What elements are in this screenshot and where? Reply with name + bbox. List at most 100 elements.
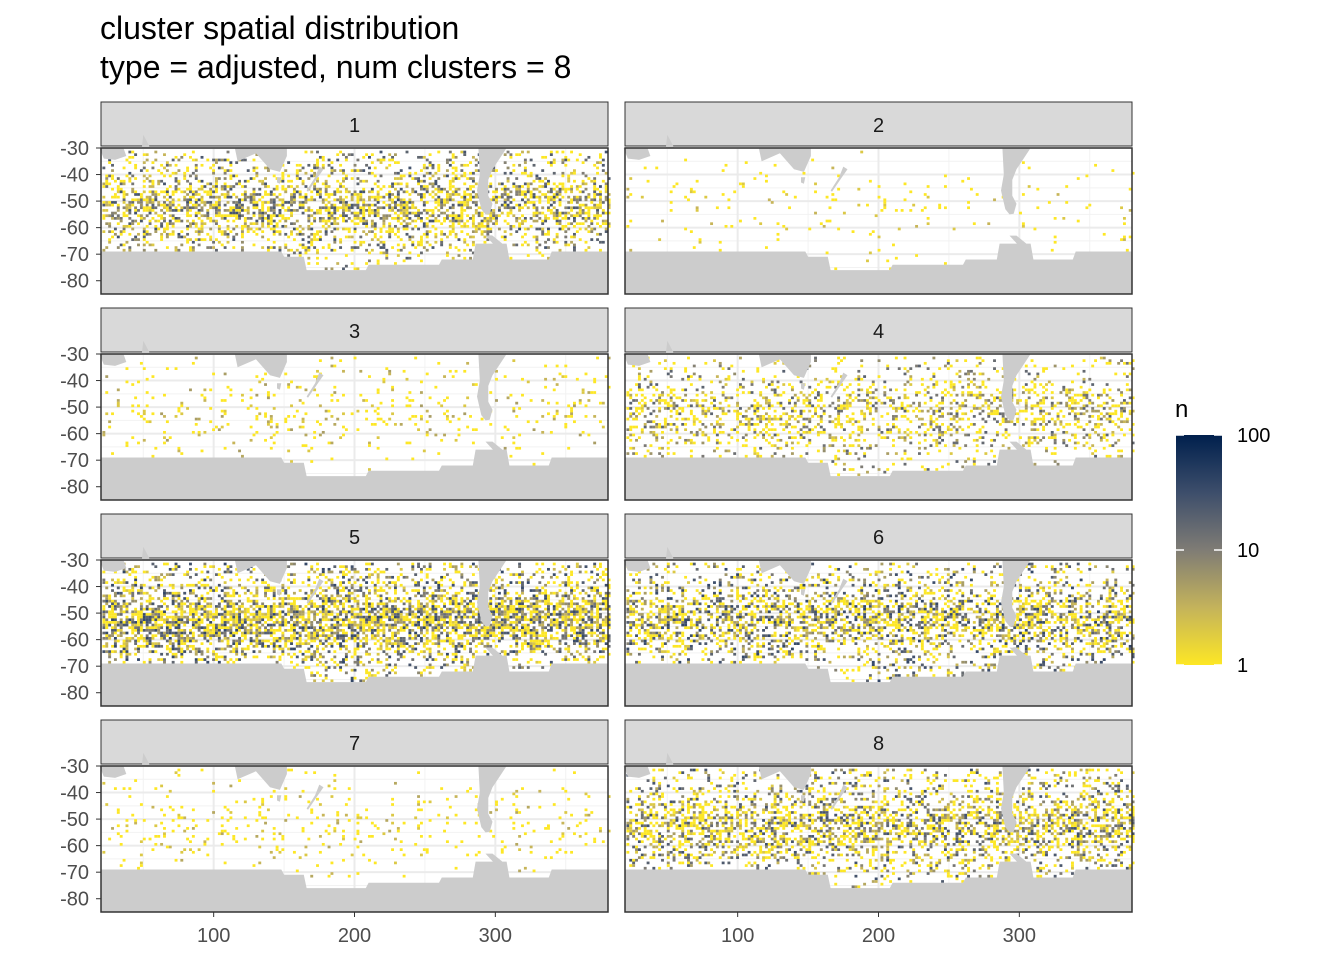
heatmap-cell — [186, 166, 190, 170]
heatmap-cell — [1019, 399, 1022, 402]
heatmap-cell — [223, 232, 227, 236]
heatmap-cell — [506, 193, 510, 196]
heatmap-cell — [122, 578, 126, 582]
heatmap-cell — [454, 214, 458, 218]
heatmap-cell — [451, 227, 455, 231]
heatmap-cell — [941, 396, 945, 400]
heatmap-cell — [203, 203, 207, 207]
heatmap-cell — [958, 425, 962, 429]
heatmap-cell — [139, 618, 143, 622]
heatmap-cell — [350, 195, 354, 199]
heatmap-cell — [408, 238, 412, 241]
heatmap-cell — [347, 217, 351, 220]
heatmap-cell — [102, 605, 106, 608]
heatmap-cell — [128, 246, 132, 249]
heatmap-cell — [113, 211, 117, 215]
heatmap-cell — [877, 235, 881, 239]
heatmap-cell — [145, 158, 149, 162]
heatmap-cell — [148, 174, 152, 178]
heatmap-cell — [903, 436, 907, 439]
heatmap-cell — [1082, 404, 1086, 408]
heatmap-cell — [419, 179, 423, 183]
heatmap-cell — [327, 174, 331, 178]
heatmap-cell — [598, 153, 602, 157]
heatmap-cell — [532, 193, 536, 196]
heatmap-cell — [837, 417, 841, 421]
heatmap-cell — [122, 214, 126, 218]
heatmap-cell — [318, 190, 322, 194]
heatmap-cell — [419, 187, 423, 191]
heatmap-cell — [194, 238, 198, 241]
heatmap-cell — [863, 415, 867, 418]
heatmap-cell — [434, 433, 438, 437]
heatmap-cell — [684, 369, 688, 373]
heatmap-cell — [157, 227, 161, 231]
heatmap-cell — [336, 153, 340, 157]
heatmap-cell — [629, 393, 633, 397]
heatmap-cell — [359, 243, 363, 247]
heatmap-cell — [235, 182, 239, 186]
heatmap-cell — [975, 193, 979, 196]
heatmap-cell — [567, 195, 571, 199]
heatmap-cell — [368, 468, 371, 471]
heatmap-cell — [368, 375, 371, 378]
heatmap-cell — [727, 206, 731, 210]
heatmap-cell — [119, 581, 123, 584]
heatmap-cell — [122, 248, 126, 252]
heatmap-cell — [598, 206, 602, 210]
heatmap-cell — [197, 211, 201, 215]
heatmap-cell — [495, 190, 498, 194]
heatmap-cell — [368, 214, 371, 218]
heatmap-cell — [663, 420, 667, 424]
heatmap-cell — [295, 248, 299, 252]
heatmap-cell — [860, 364, 864, 368]
heatmap-cell — [215, 187, 218, 191]
heatmap-cell — [764, 430, 768, 434]
heatmap-cell — [457, 203, 461, 207]
land-mass — [277, 383, 282, 390]
heatmap-cell — [471, 177, 475, 180]
heatmap-cell — [122, 567, 126, 571]
heatmap-cell — [649, 444, 653, 447]
heatmap-cell — [929, 444, 933, 447]
heatmap-cell — [739, 407, 742, 410]
heatmap-cell — [549, 187, 553, 191]
heatmap-cell — [816, 404, 820, 408]
heatmap-cell — [715, 415, 719, 418]
heatmap-cell — [431, 185, 435, 188]
heatmap-cell — [1122, 420, 1126, 424]
heatmap-cell — [474, 383, 478, 386]
heatmap-cell — [868, 396, 872, 400]
heatmap-cell — [119, 243, 123, 247]
heatmap-cell — [509, 393, 513, 397]
heatmap-cell — [1053, 217, 1057, 220]
heatmap-cell — [212, 158, 216, 162]
heatmap-cell — [972, 460, 976, 463]
heatmap-cell — [163, 436, 166, 439]
heatmap-cell — [379, 401, 383, 405]
heatmap-cell — [535, 420, 539, 424]
heatmap-cell — [411, 399, 415, 402]
heatmap-cell — [892, 462, 895, 466]
heatmap-cell — [972, 393, 976, 397]
heatmap-cell — [310, 238, 314, 241]
heatmap-cell — [587, 391, 591, 394]
heatmap-cell — [958, 417, 962, 421]
heatmap-cell — [1097, 409, 1100, 413]
heatmap-cell — [892, 444, 895, 447]
heatmap-cell — [105, 391, 109, 394]
heatmap-cell — [327, 163, 331, 167]
heatmap-cell — [168, 163, 172, 167]
heatmap-cell — [212, 206, 216, 210]
heatmap-cell — [137, 647, 140, 651]
heatmap-cell — [1076, 401, 1080, 405]
heatmap-cell — [1047, 412, 1051, 416]
heatmap-cell — [825, 385, 829, 389]
heatmap-cell — [762, 436, 766, 439]
heatmap-cell — [223, 182, 227, 186]
heatmap-cell — [411, 190, 415, 194]
heatmap-cell — [142, 232, 146, 236]
heatmap-cell — [629, 193, 633, 196]
heatmap-cell — [866, 391, 869, 394]
heatmap-cell — [278, 214, 282, 218]
